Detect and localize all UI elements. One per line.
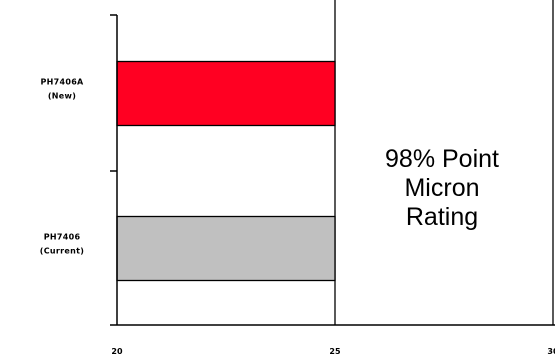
axes: [110, 14, 555, 326]
category-label-1-line-2: (New): [48, 92, 76, 101]
annotation-line-2: Micron: [404, 174, 479, 202]
bar-1: [116, 60, 336, 127]
bar-2: [116, 215, 336, 282]
x-tick-label-25: 25: [329, 347, 341, 356]
x-tick-label-20: 20: [111, 347, 123, 356]
category-labels: PH7406A (New) PH7406 (Current): [40, 78, 84, 256]
annotation-line-1: 98% Point: [385, 145, 499, 173]
category-label-1-line-1: PH7406A: [40, 78, 84, 87]
annotation-text: 98% Point Micron Rating: [385, 145, 499, 231]
x-tick-labels: 20 25 30: [111, 347, 555, 356]
bars: [116, 60, 336, 282]
annotation-line-3: Rating: [406, 203, 478, 231]
category-label-2-line-2: (Current): [40, 247, 84, 256]
category-label-2-line-1: PH7406: [44, 233, 81, 242]
x-tick-label-30: 30: [547, 347, 555, 356]
